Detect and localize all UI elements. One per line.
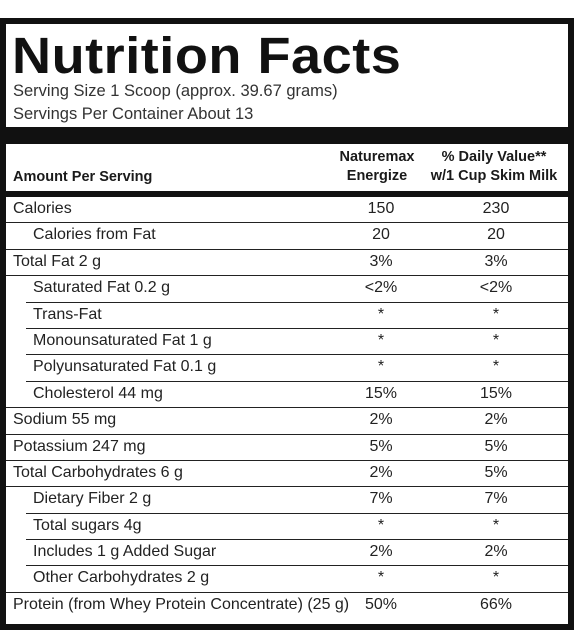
- nutrient-row: Cholesterol 44 mg 15% 15%: [6, 382, 568, 409]
- nutrient-row: Total Fat 2 g 3% 3%: [6, 250, 568, 277]
- daily-value: 20: [487, 226, 505, 244]
- nutrition-facts-label: Nutrition Facts Serving Size 1 Scoop (ap…: [0, 18, 574, 630]
- nutrient-name: Calories from Fat: [33, 226, 156, 244]
- product-header-line2: Energize: [346, 168, 408, 184]
- daily-value-header-line1: % Daily Value**: [441, 149, 547, 165]
- product-column-header: Naturemax Energize: [331, 148, 423, 186]
- product-value: *: [377, 305, 385, 323]
- nutrient-row: Other Carbohydrates 2 g * *: [6, 566, 568, 593]
- product-value: *: [377, 569, 385, 587]
- product-value: 2%: [369, 543, 393, 561]
- serving-size: Serving Size 1 Scoop (approx. 39.67 gram…: [13, 82, 338, 100]
- product-value: 7%: [369, 490, 393, 508]
- servings-per-container: Servings Per Container About 13: [13, 105, 254, 123]
- nutrient-row: Dietary Fiber 2 g 7% 7%: [6, 487, 568, 515]
- nutrient-name: Protein (from Whey Protein Concentrate) …: [13, 595, 350, 613]
- nutrient-name: Cholesterol 44 mg: [33, 384, 163, 402]
- daily-value-header-line2: w/1 Cup Skim Milk: [430, 168, 558, 184]
- nutrient-name: Sodium 55 mg: [13, 411, 117, 429]
- daily-value: 5%: [484, 463, 508, 481]
- nutrient-name: Includes 1 g Added Sugar: [33, 543, 217, 561]
- product-value: *: [377, 358, 385, 376]
- nutrient-row: Includes 1 g Added Sugar 2% 2%: [6, 540, 568, 567]
- nutrient-row: Trans-Fat * *: [6, 303, 568, 330]
- nutrient-row: Calories 150 230: [6, 197, 568, 224]
- daily-value: 2%: [484, 411, 508, 429]
- nutrient-row: Saturated Fat 0.2 g <2% <2%: [6, 276, 568, 303]
- nutrient-row: Polyunsaturated Fat 0.1 g * *: [6, 355, 568, 383]
- product-value: 2%: [369, 463, 393, 481]
- daily-value-column-header: % Daily Value** w/1 Cup Skim Milk: [419, 148, 569, 186]
- nutrient-row: Sodium 55 mg 2% 2%: [6, 408, 568, 435]
- nutrient-name: Trans-Fat: [33, 305, 102, 323]
- nutrient-name: Other Carbohydrates 2 g: [33, 569, 210, 587]
- nutrient-name: Total sugars 4g: [33, 516, 142, 534]
- daily-value: <2%: [479, 279, 513, 297]
- daily-value: 230: [482, 200, 510, 217]
- label-title: Nutrition Facts: [12, 27, 402, 84]
- daily-value: 15%: [479, 384, 513, 402]
- nutrient-row: Calories from Fat 20 20: [6, 223, 568, 250]
- product-value: *: [377, 331, 385, 349]
- nutrient-name: Dietary Fiber 2 g: [33, 490, 152, 508]
- daily-value: *: [492, 358, 500, 376]
- nutrient-table: Calories 150 230 Calories from Fat 20 20 Tot…: [6, 197, 568, 619]
- product-value: 20: [372, 226, 390, 244]
- product-value: 3%: [369, 252, 393, 270]
- medium-divider: [6, 191, 568, 197]
- nutrient-name: Polyunsaturated Fat 0.1 g: [33, 358, 217, 376]
- product-value: 150: [367, 200, 395, 217]
- daily-value: 66%: [479, 595, 513, 613]
- daily-value: 2%: [484, 543, 508, 561]
- product-value: 5%: [369, 437, 393, 455]
- nutrient-name: Monounsaturated Fat 1 g: [33, 331, 212, 349]
- daily-value: *: [492, 331, 500, 349]
- daily-value: 7%: [484, 490, 508, 508]
- nutrient-row: Monounsaturated Fat 1 g * *: [6, 329, 568, 356]
- product-value: 2%: [369, 411, 393, 429]
- daily-value: *: [492, 569, 500, 587]
- nutrient-name: Total Carbohydrates 6 g: [13, 463, 183, 481]
- nutrient-name: Saturated Fat 0.2 g: [33, 279, 170, 297]
- nutrient-row: Total sugars 4g * *: [6, 514, 568, 541]
- nutrient-row: Total Carbohydrates 6 g 2% 5%: [6, 461, 568, 488]
- product-value: *: [377, 516, 385, 534]
- daily-value: *: [492, 305, 500, 323]
- daily-value: *: [492, 516, 500, 534]
- thick-divider: [6, 127, 568, 144]
- product-value: 15%: [364, 384, 398, 402]
- nutrient-name: Calories: [13, 200, 72, 217]
- daily-value: 5%: [484, 437, 508, 455]
- nutrient-name: Total Fat 2 g: [13, 252, 102, 270]
- amount-per-serving-header: Amount Per Serving: [13, 169, 153, 185]
- nutrient-row: Potassium 247 mg 5% 5%: [6, 435, 568, 461]
- product-header-line1: Naturemax: [339, 149, 415, 165]
- product-value: 50%: [364, 595, 398, 613]
- product-value: <2%: [364, 279, 398, 297]
- nutrient-name: Potassium 247 mg: [13, 437, 146, 455]
- nutrient-row: Protein (from Whey Protein Concentrate) …: [6, 593, 568, 619]
- daily-value: 3%: [484, 252, 508, 270]
